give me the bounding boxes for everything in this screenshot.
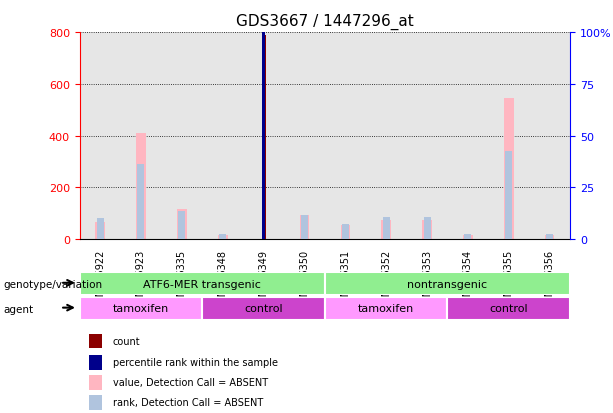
Bar [262, 0, 265, 240]
Bar [545, 236, 554, 240]
Bar [202, 33, 243, 240]
Bar [89, 395, 102, 410]
Bar [89, 375, 102, 390]
Bar [121, 33, 161, 240]
Bar [300, 215, 309, 240]
Bar [136, 134, 146, 240]
Text: agent: agent [3, 304, 33, 314]
Bar [97, 219, 104, 240]
Bar [465, 235, 471, 240]
Bar [529, 33, 570, 240]
FancyBboxPatch shape [325, 297, 447, 320]
Text: control: control [244, 304, 283, 314]
Bar [262, 36, 265, 240]
FancyBboxPatch shape [80, 273, 325, 295]
Bar [137, 165, 145, 240]
Bar [243, 33, 284, 240]
FancyBboxPatch shape [447, 297, 570, 320]
Bar [381, 220, 391, 240]
Bar [383, 218, 390, 240]
Bar [89, 355, 102, 370]
FancyBboxPatch shape [80, 297, 202, 320]
Bar [325, 33, 366, 240]
Bar [301, 215, 308, 240]
Text: ATF6-MER transgenic: ATF6-MER transgenic [143, 279, 261, 289]
Bar [178, 211, 185, 240]
Text: nontransgenic: nontransgenic [408, 279, 487, 289]
Bar [447, 33, 489, 240]
Bar [504, 99, 514, 240]
Text: count: count [113, 336, 140, 346]
Bar [284, 33, 325, 240]
Bar [505, 152, 512, 240]
Bar [489, 33, 529, 240]
Title: GDS3667 / 1447296_at: GDS3667 / 1447296_at [236, 14, 414, 30]
Text: rank, Detection Call = ABSENT: rank, Detection Call = ABSENT [113, 397, 263, 407]
Bar [424, 218, 430, 240]
Text: control: control [489, 304, 528, 314]
Bar [422, 220, 432, 240]
Bar [342, 224, 349, 240]
Bar [366, 33, 406, 240]
Text: tamoxifen: tamoxifen [358, 304, 414, 314]
FancyBboxPatch shape [202, 297, 325, 320]
Bar [219, 235, 226, 240]
FancyBboxPatch shape [325, 273, 570, 295]
Text: tamoxifen: tamoxifen [113, 304, 169, 314]
Bar [341, 225, 350, 240]
Bar [406, 33, 447, 240]
Bar [218, 236, 227, 240]
Text: percentile rank within the sample: percentile rank within the sample [113, 358, 278, 368]
Bar [89, 334, 102, 349]
Text: value, Detection Call = ABSENT: value, Detection Call = ABSENT [113, 377, 268, 387]
Bar [546, 235, 553, 240]
Bar [177, 210, 186, 240]
Text: genotype/variation: genotype/variation [3, 279, 102, 289]
Bar [96, 223, 105, 240]
Bar [161, 33, 202, 240]
Bar [80, 33, 121, 240]
Bar [463, 236, 473, 240]
